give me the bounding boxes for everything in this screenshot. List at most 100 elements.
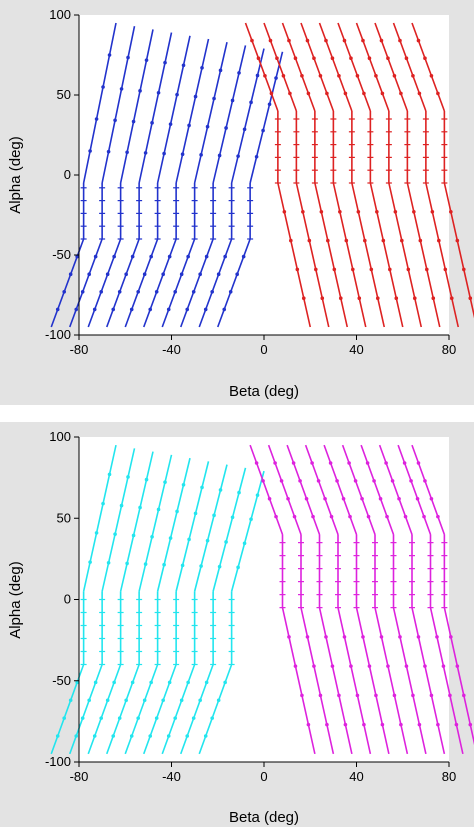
series_b-upper-tail [411,22,446,112]
series_a-point [130,680,135,685]
series_b-upper-tail [300,22,335,112]
series_a-upper-tail [156,457,191,592]
series_b-upper-tail [263,22,298,112]
series_b-upper-tail [374,22,409,112]
series_b-point [310,461,314,465]
series_a-lower-tail [142,238,177,328]
series_a-point [112,680,116,685]
series_b-point [254,461,259,465]
series_b-lower-tail [314,182,349,328]
x-tick-label: 80 [442,342,456,357]
series_b-point [304,496,309,501]
series_b-lower-tail [374,607,409,755]
series_a-point [99,290,103,294]
series_a-point [75,680,79,685]
series_a-lower-tail [198,664,233,755]
series_a-point [210,290,214,294]
series_a-point [173,716,177,720]
series_a-upper-tail [212,467,247,592]
series_b-point [301,210,305,214]
series_a-upper-tail [119,29,154,184]
series_b-point [402,461,407,465]
series_a-point [55,307,60,312]
series_a-lower-tail [105,664,140,755]
x-tick-label: -40 [162,769,181,784]
series_b-point [356,210,361,214]
series_a-point [163,60,167,65]
series_a-point [131,533,136,538]
series_a-upper-tail [230,48,265,184]
series_b-point [319,210,324,214]
series_a-point [92,734,97,738]
series_a-point [175,509,179,514]
series_b-point [436,514,440,519]
y-tick-label: 100 [49,429,71,444]
x-tick-label: 0 [260,342,267,357]
series_a-point [186,680,190,685]
series_b-point [343,722,348,727]
series_a-point [166,734,171,738]
series_b-point [436,91,440,96]
series_a-point [124,272,128,277]
series_b-point [338,296,343,301]
series_b-point [411,74,415,78]
series_a-point [236,154,240,158]
series_a-point [203,307,208,312]
series_a-group [50,22,284,328]
series_b-upper-tail [397,444,432,535]
series_b-point [431,296,436,301]
series_b-point [326,238,330,243]
series_a-point [242,541,247,546]
series_a-point [143,562,148,566]
series_a-upper-tail [175,38,210,184]
series_b-point [305,38,310,43]
series_b-point [351,267,355,272]
series_a-point [154,290,159,294]
series_a-group [50,444,265,755]
series_b-point [324,38,328,43]
series_b-point [406,267,411,272]
series_a-point [131,119,136,124]
series_b-upper-tail [337,22,372,112]
series_a-point [93,254,98,259]
series_b-point [455,664,460,668]
series_b-point [378,496,383,501]
series_b-lower-tail [295,182,330,328]
series_b-point [330,56,335,60]
series_a-point [99,716,103,720]
series_b-point [337,693,341,698]
series_a-point [181,482,186,487]
series_b-point [399,91,403,96]
series_b-point [355,693,360,698]
series_b-upper-tail [249,444,284,535]
series_b-point [342,635,347,639]
series_b-point [416,38,421,43]
series_b-point [293,56,298,60]
series_b-group [244,22,474,328]
series_b-point [342,38,347,43]
series_b-point [291,461,296,465]
series_a-point [186,254,190,259]
series_a-point [156,90,161,95]
series_a-point [117,716,122,720]
x-tick-label: -40 [162,342,181,357]
series_a-point [148,734,153,738]
series_b-point [423,479,427,483]
series_a-point [167,254,172,259]
series_a-point [217,564,222,569]
y-tick-label: -50 [52,247,71,262]
series_b-point [344,238,349,243]
series_b-point [295,267,300,272]
series_a-point [204,254,209,259]
series_b-upper-tail [355,22,390,112]
series_b-point [286,496,290,501]
y-tick-label: 100 [49,7,71,22]
series_b-point [381,238,386,243]
series_b-upper-tail [341,444,376,535]
series_a-point [148,307,153,312]
series_b-lower-tail [406,182,441,328]
series_a-point [204,680,209,685]
series_a-point [212,513,216,518]
series_b-point [423,664,427,668]
y-axis-title: Alpha (deg) [7,136,24,214]
